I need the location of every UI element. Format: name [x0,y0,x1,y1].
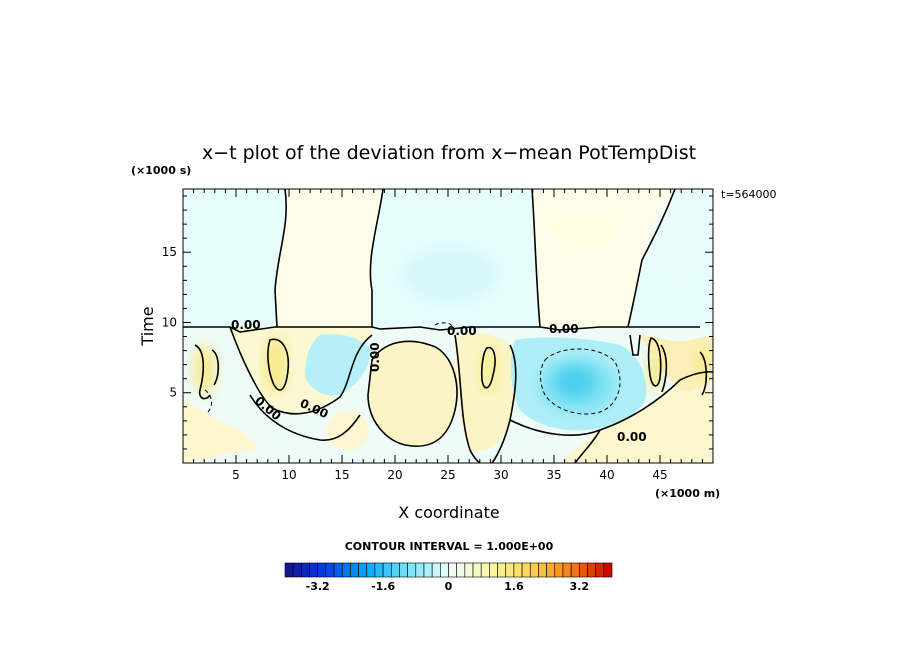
colorbar-swatch [440,562,449,578]
colorbar-swatch [390,562,400,578]
x-axis: 5 10 15 20 25 30 35 40 45 [193,189,703,482]
y-tick-label: 15 [162,245,177,259]
x-unit-label: (×1000 m) [655,487,720,500]
colorbar-swatch [431,562,441,578]
colorbar-swatch [529,562,539,578]
chart-title: x−t plot of the deviation from x−mean Po… [202,142,696,164]
x-axis-label: X coordinate [398,503,499,522]
colorbar-tick-label: -1.6 [371,580,395,593]
colorbar-swatch [521,562,531,578]
colorbar-tick-label: -3.2 [306,580,330,593]
colorbar-tick-label: 0 [445,580,453,593]
colorbar-swatch [562,562,572,578]
y-tick-label: 5 [169,386,177,400]
colorbar-swatch [399,562,408,578]
colorbar-swatch [317,562,327,578]
negative-contours [204,322,621,415]
contour-label: 0.00 [368,342,382,372]
zero-contours [183,189,713,463]
colorbar-swatch [415,562,425,578]
colorbar-swatch [358,562,368,578]
colorbar-swatch [382,562,392,578]
x-tick-label: 15 [334,468,349,482]
colorbar-swatch [309,562,318,578]
colorbar-tick-label: 1.6 [504,580,524,593]
colorbar-swatch [587,562,596,578]
colorbar-swatch [554,562,564,578]
x-tick-label: 35 [546,468,561,482]
colorbar-swatch [505,562,515,578]
y-tick-label: 10 [162,315,177,329]
contour-label: 0.00 [617,430,647,444]
x-tick-label: 40 [599,468,614,482]
contour-label: 0.00 [549,322,579,336]
colorbar-swatch [325,562,335,578]
contour-interval-label: CONTOUR INTERVAL = 1.000E+00 [345,540,554,553]
time-annotation: t=564000 [721,188,777,201]
colorbar-swatch [489,562,498,578]
colorbar-swatch [366,562,376,578]
colorbar-swatch [407,562,417,578]
colorbar-swatch [464,562,474,578]
x-tick-label: 30 [493,468,508,482]
colorbar-swatch [456,562,466,578]
y-unit-label: (×1000 s) [131,164,191,177]
colorbar-swatch [570,562,580,578]
x-tick-label: 10 [281,468,296,482]
y-axis-label: Time [138,306,157,346]
colorbar-swatch [292,562,302,578]
x-tick-label: 45 [652,468,667,482]
x-tick-label: 20 [387,468,402,482]
colorbar-swatch [284,562,294,578]
contour-label: 0.00 [447,324,477,338]
colorbar-swatch [350,562,359,578]
colorbar-swatch [448,562,457,578]
colorbar-swatch [595,562,605,578]
colorbar-swatch [341,562,351,578]
contour-label: 0.00 [231,318,261,332]
colorbar-swatch [480,562,490,578]
colorbar-swatch [423,562,433,578]
colorbar-swatch [333,562,343,578]
colorbar-tick-label: 3.2 [570,580,590,593]
x-tick-label: 5 [232,468,240,482]
colorbar-swatch [374,562,384,578]
colorbar-swatch [513,562,523,578]
x-tick-label: 25 [440,468,455,482]
colorbar-swatch [603,562,613,578]
colorbar-swatch [538,562,547,578]
colorbar-swatch [546,562,556,578]
plot-area: 0.00 0.00 0.00 0.00 0.00 0.00 0.00 [183,189,713,463]
colorbar [284,562,613,578]
y-axis: 5 10 15 [162,195,713,450]
colorbar-swatch [578,562,588,578]
colorbar-ticks: -3.2 -1.6 0 1.6 3.2 [306,580,589,593]
upper-plumes [275,189,708,327]
colorbar-swatch [301,562,310,578]
colorbar-swatch [497,562,507,578]
colorbar-swatch [472,562,482,578]
